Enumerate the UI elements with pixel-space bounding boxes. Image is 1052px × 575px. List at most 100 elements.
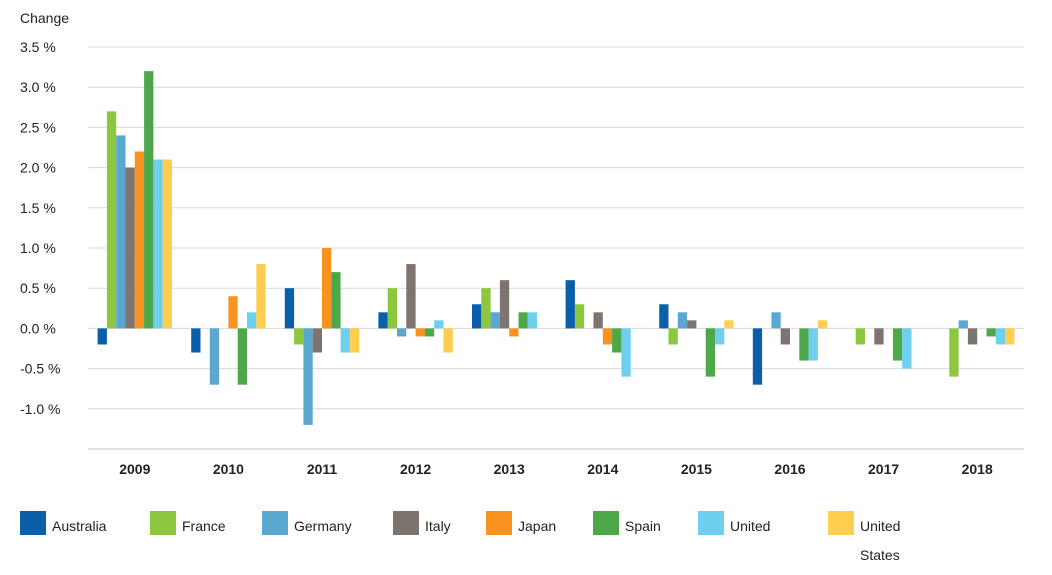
bar-australia-2011 [284,288,295,329]
x-tick-label: 2013 [494,461,525,477]
bar-italy-2009 [125,167,135,329]
bar-united-states-2009 [162,159,172,329]
bar-japan-2014 [602,328,613,345]
legend-label-italy: Italy [425,518,451,534]
bar-france-2009 [106,111,117,329]
bar-spain-2016 [799,328,809,361]
x-tick-label: 2012 [400,461,431,477]
bar-united-2014 [621,328,631,377]
bar-france-2011 [294,328,304,345]
bar-united-2018 [995,328,1006,345]
bar-spain-2014 [612,328,622,353]
legend-swatch-united [698,511,724,535]
legend-swatch-germany [262,511,288,535]
bar-united-2015 [715,328,725,345]
bar-australia-2012 [378,312,388,329]
bar-italy-2017 [874,328,884,345]
bar-spain-2010 [237,328,247,385]
bar-united-states-2018 [1005,328,1015,345]
bar-italy-2012 [406,264,416,329]
legend-swatch-france [150,511,176,535]
y-tick-label: 1.5 % [20,200,56,216]
y-tick-labels: 3.5 % 3.0 % 2.5 % 2.0 % 1.5 % 1.0 % 0.5 % 0.0 %… [20,39,60,417]
bar-japan-2012 [415,328,425,337]
bar-united-2017 [902,328,912,369]
y-axis-label: Change [20,10,69,26]
bar-japan-2013 [509,328,519,337]
bar-australia-2010 [191,328,201,353]
bar-australia-2009 [97,328,107,345]
x-tick-label: 2010 [213,461,244,477]
y-tick-label: 1.0 % [20,240,56,256]
bar-united-2012 [434,320,444,329]
bar-italy-2013 [499,280,510,329]
legend-label-united: United [730,518,771,534]
bar-united-states-2015 [724,320,734,329]
legend-swatch-japan [486,511,512,535]
bar-australia-2016 [752,328,763,385]
bar-france-2018 [949,328,959,377]
x-tick-label: 2018 [962,461,993,477]
bar-germany-2013 [490,312,500,329]
bar-spain-2018 [986,328,996,337]
bar-germany-2016 [771,312,781,329]
bar-france-2013 [481,288,491,329]
bar-united-2010 [247,312,257,329]
bar-germany-2011 [303,328,313,425]
bar-united-2011 [340,328,350,353]
bar-japan-2010 [228,296,238,329]
x-tick-label: 2009 [119,461,150,477]
bar-italy-2016 [780,328,790,345]
bar-japan-2009 [134,151,145,329]
bar-italy-2011 [312,328,322,353]
bar-france-2015 [668,328,678,345]
x-tick-labels: 2009 2010 2011 2012 2013 2014 2015 2016 2017 2018 [119,461,993,477]
y-tick-label: 3.0 % [20,79,56,95]
legend-label-japan: Japan [518,518,557,534]
y-tick-label: 0.0 % [20,320,56,336]
gridlines [88,46,1024,450]
bar-australia-2013 [472,304,482,329]
bar-spain-2009 [144,71,154,329]
legend-label-australia: Australia [52,518,107,534]
y-tick-label: 3.5 % [20,39,56,55]
y-tick-label: 0.5 % [20,280,56,296]
x-tick-label: 2017 [868,461,899,477]
legend-label-spain: Spain [625,518,661,534]
bar-germany-2009 [116,135,126,329]
bar-spain-2013 [518,312,528,329]
bar-japan-2011 [322,248,332,329]
legend-swatch-australia [20,511,46,535]
bar-france-2014 [574,304,585,329]
bar-spain-2011 [331,272,341,329]
bar-united-2009 [153,159,163,329]
bar-france-2017 [855,328,865,345]
bar-australia-2015 [659,304,669,329]
legend-swatch-spain [593,511,619,535]
bar-united-2016 [808,328,818,361]
bar-germany-2012 [397,328,407,337]
x-tick-label: 2014 [587,461,618,477]
bar-united-2013 [527,312,538,329]
x-tick-label: 2016 [774,461,805,477]
bar-united-states-2011 [349,328,360,353]
bar-united-states-2012 [443,328,453,353]
x-tick-label: 2015 [681,461,712,477]
y-tick-label: 2.0 % [20,160,56,176]
bar-chart: Change 3.5 % 3.0 % 2.5 % 2.0 % 1.5 % 1.0 % 0.5… [20,10,1024,477]
legend: Australia France Germany Italy Japan Spa… [20,509,1020,569]
bar-spain-2015 [705,328,715,377]
bar-spain-2012 [424,328,435,337]
legend-label-france: France [182,518,226,534]
bar-france-2012 [387,288,397,329]
legend-label-germany: Germany [294,518,352,534]
bar-italy-2015 [687,320,697,329]
y-tick-label: 2.5 % [20,119,56,135]
bar-australia-2014 [565,280,575,329]
legend-swatch-united-states [828,511,854,535]
bar-italy-2014 [593,312,603,329]
y-tick-label: -0.5 % [20,361,60,377]
bar-germany-2010 [209,328,220,385]
bar-united-states-2010 [256,264,266,329]
x-tick-label: 2011 [307,461,338,477]
